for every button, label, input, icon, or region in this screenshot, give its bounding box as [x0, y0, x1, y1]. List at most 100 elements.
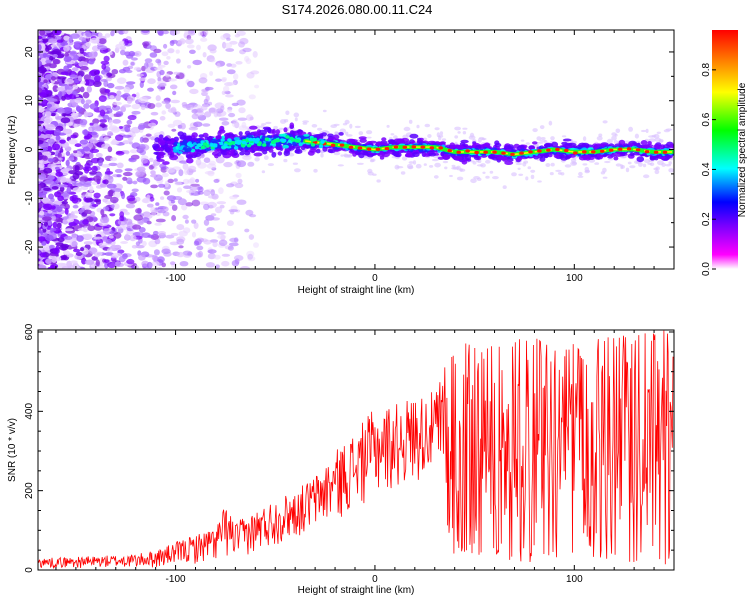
spectrogram-peak-blob: [438, 146, 444, 150]
spectrogram-peak-blob: [330, 143, 336, 147]
spectrogram-band-blob: [219, 125, 225, 132]
spectrogram-noise-blob: [56, 206, 63, 213]
spectrogram-noise-blob: [226, 220, 234, 227]
spectrogram-faint-blob: [540, 137, 546, 140]
spectrogram-band-blob: [561, 141, 568, 146]
spectrogram-band-blob: [252, 131, 261, 135]
spectrogram-faint-blob: [550, 162, 555, 167]
spectrogram-noise-blob: [148, 157, 154, 163]
spectrogram-noise-blob: [200, 105, 208, 111]
spectrogram-noise-blob: [236, 199, 247, 205]
spectrogram-noise-blob: [38, 160, 43, 164]
spectrogram-noise-blob: [121, 192, 126, 200]
spectrogram-noise-blob: [73, 43, 82, 50]
spectrogram-noise-blob: [110, 204, 115, 209]
spectrogram-noise-blob: [147, 87, 154, 92]
spectrogram-noise-blob: [104, 107, 113, 115]
spectrogram-noise-blob: [216, 62, 221, 69]
spectrogram-faint-blob: [638, 162, 643, 167]
spectrogram-noise-blob: [116, 77, 127, 84]
spectrogram-peak-blob: [483, 150, 488, 154]
spectrogram-noise-blob: [126, 81, 136, 85]
spectrogram-noise-blob: [56, 262, 66, 267]
spectrogram-noise-blob: [38, 236, 46, 242]
spectrogram-faint-blob: [594, 162, 600, 165]
spectrogram-noise-blob: [79, 139, 89, 145]
spectrogram-faint-blob: [320, 153, 324, 158]
spectrogram-noise-blob: [112, 252, 122, 257]
spectrogram-noise-blob: [151, 209, 157, 217]
spectrogram-noise-blob: [149, 52, 158, 58]
spectrogram-noise-blob: [78, 75, 83, 82]
spectrogram-noise-blob: [38, 105, 43, 111]
spectrogram-band-blob: [562, 138, 572, 142]
spectrogram-noise-blob: [161, 100, 170, 105]
spectrogram-noise-blob: [104, 252, 114, 256]
spectrogram-noise-blob: [202, 123, 211, 127]
spectrogram-noise-blob: [38, 163, 45, 169]
spectrogram-noise-blob: [174, 181, 183, 186]
spectrogram-noise-blob: [51, 143, 61, 151]
spectrogram-noise-blob: [124, 233, 129, 241]
spectrogram-noise-blob: [148, 165, 154, 170]
spectrogram-faint-blob: [449, 174, 453, 178]
spectrogram-noise-blob: [178, 245, 184, 249]
spectrogram-noise-blob: [196, 245, 204, 251]
spectrogram-noise-blob: [154, 67, 163, 71]
spectrogram-noise-blob: [198, 31, 203, 37]
spectrogram-noise-blob: [85, 79, 95, 87]
spectrogram-faint-blob: [645, 128, 649, 133]
spectrogram-noise-blob: [202, 52, 207, 58]
spectrogram-faint-blob: [427, 134, 432, 138]
spectrogram-noise-blob: [79, 66, 89, 71]
spectrogram-noise-blob: [217, 234, 227, 239]
spectrogram-band-blob: [283, 127, 288, 133]
spectrogram-noise-blob: [163, 43, 168, 49]
spectrogram-noise-blob: [70, 260, 78, 264]
spectrogram-faint-blob: [263, 155, 269, 160]
spectrogram-noise-blob: [192, 59, 202, 66]
spectrogram-noise-blob: [195, 178, 200, 183]
spectrogram-noise-blob: [55, 242, 64, 247]
spectrogram-noise-blob: [42, 151, 52, 157]
spectrogram-faint-blob: [615, 128, 621, 134]
spectrogram-noise-blob: [108, 119, 113, 126]
spectrogram-noise-blob: [86, 85, 93, 93]
spectrogram-noise-blob: [213, 254, 221, 260]
spectrogram-noise-blob: [102, 198, 108, 203]
spectrogram-noise-blob: [182, 163, 189, 170]
spectrogram-faint-blob: [539, 125, 545, 130]
spectrogram-noise-blob: [136, 73, 144, 77]
spectrogram-noise-blob: [38, 139, 44, 145]
spectrogram-noise-blob: [238, 125, 248, 131]
spectrogram-core-blob: [264, 137, 270, 141]
spectrogram-y-tick-label: 10: [24, 95, 35, 107]
spectrogram-noise-blob: [83, 111, 88, 118]
spectrogram-faint-blob: [520, 139, 525, 142]
spectrogram-noise-blob: [238, 41, 245, 48]
spectrogram-noise-blob: [72, 90, 78, 96]
spectrogram-noise-blob: [179, 38, 186, 45]
spectrogram-core-blob: [298, 142, 303, 147]
spectrogram-noise-blob: [242, 47, 252, 53]
spectrogram-faint-blob: [294, 117, 298, 122]
spectrogram-band-blob: [482, 143, 491, 147]
spectrogram-faint-blob: [438, 135, 442, 141]
spectrogram-noise-blob: [225, 48, 235, 52]
spectrogram-noise-blob: [82, 183, 92, 187]
spectrogram-noise-blob: [98, 159, 103, 167]
spectrogram-faint-blob: [433, 175, 439, 179]
spectrogram-noise-blob: [98, 242, 109, 246]
spectrogram-noise-blob: [52, 221, 58, 229]
spectrogram-noise-blob: [128, 157, 137, 163]
spectrogram-noise-blob: [61, 178, 72, 183]
spectrogram-noise-blob: [183, 227, 191, 234]
spectrogram-noise-blob: [176, 224, 185, 231]
spectrogram-noise-blob: [83, 129, 89, 136]
spectrogram-core-blob: [177, 151, 183, 154]
spectrogram-core-blob: [282, 138, 287, 143]
spectrogram-noise-blob: [66, 64, 73, 69]
spectrogram-core-blob: [219, 141, 224, 146]
spectrogram-noise-blob: [241, 121, 247, 129]
spectrogram-noise-blob: [157, 231, 166, 235]
